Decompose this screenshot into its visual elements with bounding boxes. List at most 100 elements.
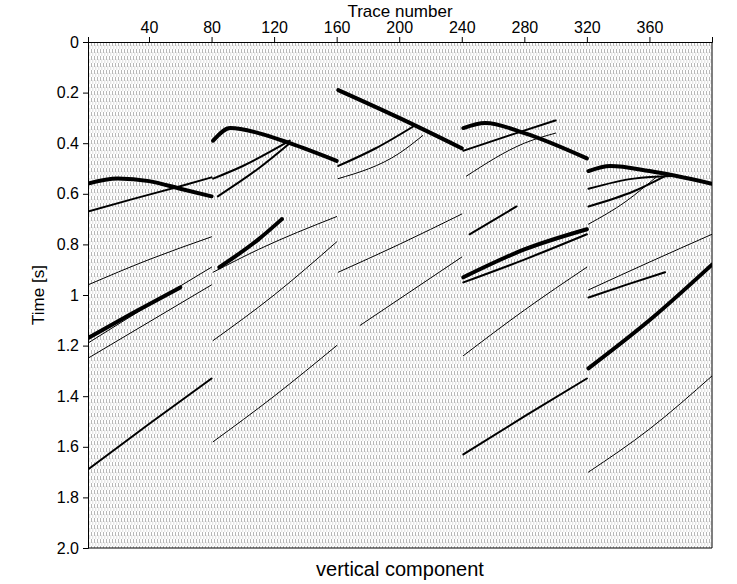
y-tick: 0 xyxy=(70,34,88,51)
x-tick-mark xyxy=(587,37,588,42)
y-tick-label: 0.8 xyxy=(57,236,79,253)
y-tick-label: 1.2 xyxy=(57,337,79,354)
y-tick-mark xyxy=(83,143,88,144)
x-tick-label: 360 xyxy=(637,19,664,36)
x-tick-mark xyxy=(524,37,525,42)
y-tick-label: 1.8 xyxy=(57,489,79,506)
x-tick: 80 xyxy=(203,19,221,42)
event-line xyxy=(213,217,337,273)
y-tick: 0.4 xyxy=(57,135,88,152)
event-line xyxy=(338,136,422,179)
event-line xyxy=(218,143,290,196)
event-line xyxy=(219,219,282,267)
x-tick-mark xyxy=(212,37,213,42)
x-tick-label: 320 xyxy=(574,19,601,36)
title: vertical component xyxy=(316,558,484,580)
y-axis: 0 0.2 0.4 0.6 0.8 1 1.2 1.4 1.6 1.8 2.0 xyxy=(57,34,89,557)
y-tick: 0.6 xyxy=(57,185,88,202)
frame xyxy=(88,548,712,549)
y-tick-mark xyxy=(83,497,88,498)
x-tick: 280 xyxy=(511,19,538,42)
y-tick-mark xyxy=(83,194,88,195)
y-tick: 0.2 xyxy=(57,84,88,101)
x-tick-mark xyxy=(149,37,150,42)
y-axis-line xyxy=(83,43,89,549)
x-tick-label: 40 xyxy=(141,19,159,36)
y-tick: 1.8 xyxy=(57,489,88,506)
event-line xyxy=(88,285,212,358)
event-line xyxy=(588,272,665,297)
x-tick: 160 xyxy=(324,19,351,42)
y-tick-label: 1.4 xyxy=(57,388,79,405)
x-tick-label: 80 xyxy=(203,19,221,36)
event-line xyxy=(588,265,712,369)
event-line xyxy=(463,267,587,356)
x-tick-label: 200 xyxy=(386,19,413,36)
chart: 40 80 120 160 200 240 280 320 360 0 0.2 0.4 0.6 0.8 1 1… xyxy=(0,0,737,584)
x-tick-mark xyxy=(337,37,338,42)
y-axis-title: Time [s] xyxy=(29,265,48,325)
x-tick: 240 xyxy=(449,19,476,42)
y-tick: 1.4 xyxy=(57,388,88,405)
event-line xyxy=(588,176,665,206)
x-tick-label: 160 xyxy=(324,19,351,36)
event-line xyxy=(213,242,337,341)
x-tick: 320 xyxy=(574,19,601,42)
event-line xyxy=(470,206,517,234)
x-axis-title: Trace number xyxy=(347,2,453,21)
event-line xyxy=(88,378,212,469)
event-line xyxy=(88,267,212,343)
event-line xyxy=(88,177,212,211)
y-tick: 1 xyxy=(70,287,88,304)
y-tick-label: 0 xyxy=(70,34,79,51)
y-tick-mark xyxy=(83,93,88,94)
event-line xyxy=(466,133,555,176)
y-tick-label: 2.0 xyxy=(57,540,79,557)
event-line xyxy=(588,376,712,472)
x-tick-mark xyxy=(649,37,650,42)
x-tick-mark xyxy=(462,37,463,42)
y-tick-mark xyxy=(83,244,88,245)
y-tick-mark xyxy=(83,346,88,347)
x-tick: 40 xyxy=(141,19,159,42)
x-tick: 120 xyxy=(261,19,288,42)
y-tick-mark xyxy=(83,295,88,296)
event-line xyxy=(463,229,587,277)
plot-background xyxy=(88,42,712,548)
y-tick-label: 1.6 xyxy=(57,438,79,455)
plot: 40 80 120 160 200 240 280 320 360 0 0.2 0.4 0.6 0.8 1 1… xyxy=(57,19,713,557)
event-line xyxy=(338,125,415,165)
y-tick: 1.6 xyxy=(57,438,88,455)
x-tick: 360 xyxy=(637,19,664,42)
y-tick-label: 0.6 xyxy=(57,185,79,202)
y-tick: 0.8 xyxy=(57,236,88,253)
event-line xyxy=(588,166,712,184)
event-line xyxy=(88,237,212,285)
x-tick-label: 120 xyxy=(261,19,288,36)
event-line xyxy=(360,257,462,325)
y-tick-mark xyxy=(83,548,88,549)
x-axis-line xyxy=(89,37,713,43)
y-tick-mark xyxy=(83,396,88,397)
y-tick-mark xyxy=(83,42,88,43)
events xyxy=(88,90,712,472)
event-line xyxy=(463,123,587,158)
y-tick-label: 0.2 xyxy=(57,84,79,101)
frame xyxy=(712,42,713,548)
event-line xyxy=(463,378,587,454)
y-tick: 1.2 xyxy=(57,337,88,354)
event-line xyxy=(213,346,337,442)
y-tick-mark xyxy=(83,447,88,448)
event-line xyxy=(338,214,462,272)
y-tick-label: 0.4 xyxy=(57,135,79,152)
x-tick: 200 xyxy=(386,19,413,42)
x-tick-mark xyxy=(274,37,275,42)
x-tick-label: 280 xyxy=(511,19,538,36)
event-line xyxy=(463,234,587,282)
y-tick-label: 1 xyxy=(70,287,79,304)
event-line xyxy=(463,120,555,150)
event-line xyxy=(588,176,657,224)
x-tick-label: 240 xyxy=(449,19,476,36)
event-line xyxy=(338,90,462,148)
x-tick-mark xyxy=(399,37,400,42)
